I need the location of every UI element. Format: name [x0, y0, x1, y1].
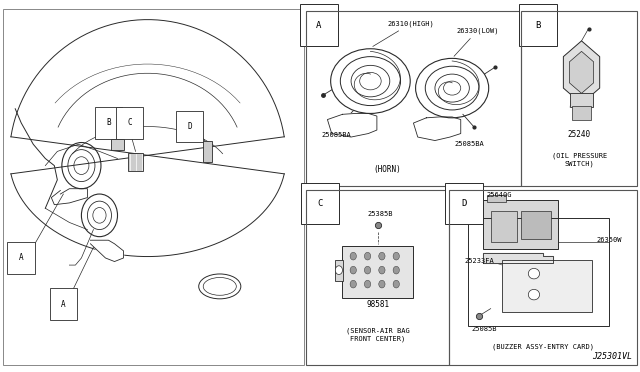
Bar [342, 246, 413, 298]
Polygon shape [51, 189, 88, 205]
Circle shape [393, 266, 399, 274]
Text: B: B [536, 21, 541, 30]
Text: 26350W: 26350W [597, 237, 622, 243]
Text: C: C [127, 119, 132, 128]
Bar [491, 211, 517, 242]
Circle shape [335, 266, 342, 275]
Bar [502, 260, 592, 312]
Circle shape [350, 266, 356, 274]
Text: A: A [19, 253, 24, 263]
Text: 26310(HIGH): 26310(HIGH) [373, 20, 435, 46]
Text: 25085BA: 25085BA [321, 132, 351, 138]
Text: 26330(LOW): 26330(LOW) [454, 27, 499, 56]
Text: 25385B: 25385B [368, 211, 393, 217]
Text: (HORN): (HORN) [374, 165, 401, 174]
Text: D: D [461, 199, 467, 208]
Circle shape [393, 252, 399, 260]
Circle shape [528, 289, 540, 300]
Circle shape [350, 252, 356, 260]
Polygon shape [413, 117, 461, 141]
Bar [483, 200, 559, 249]
Circle shape [379, 252, 385, 260]
Polygon shape [328, 113, 377, 137]
Text: (SENSOR-AIR BAG
FRONT CENTER): (SENSOR-AIR BAG FRONT CENTER) [346, 328, 410, 341]
Text: 25085BA: 25085BA [454, 141, 484, 147]
Circle shape [379, 266, 385, 274]
Bar [128, 153, 143, 171]
Polygon shape [90, 240, 124, 262]
Bar [521, 211, 551, 239]
Text: 25233FA: 25233FA [465, 258, 494, 264]
Text: 25640G: 25640G [487, 192, 513, 198]
Bar [111, 139, 124, 150]
Text: C: C [317, 199, 323, 208]
Circle shape [379, 280, 385, 288]
Text: B: B [106, 119, 111, 128]
Text: D: D [188, 122, 192, 131]
Bar [570, 93, 593, 107]
Circle shape [364, 280, 371, 288]
Text: 98581: 98581 [366, 300, 389, 309]
Circle shape [350, 280, 356, 288]
Bar [487, 195, 506, 202]
Circle shape [393, 280, 399, 288]
Circle shape [364, 266, 371, 274]
Text: (BUZZER ASSY-ENTRY CARD): (BUZZER ASSY-ENTRY CARD) [492, 344, 595, 350]
Bar [468, 218, 609, 326]
Bar [204, 141, 212, 162]
Text: 25240: 25240 [568, 130, 591, 139]
Polygon shape [483, 253, 553, 263]
Circle shape [528, 269, 540, 279]
Bar [335, 260, 343, 280]
Text: J25301VL: J25301VL [592, 352, 632, 361]
Circle shape [364, 252, 371, 260]
Text: A: A [61, 300, 66, 309]
Text: A: A [316, 21, 321, 30]
Text: (OIL PRESSURE
SWITCH): (OIL PRESSURE SWITCH) [552, 153, 607, 167]
Text: 25085B: 25085B [472, 326, 497, 332]
Bar [572, 106, 591, 119]
